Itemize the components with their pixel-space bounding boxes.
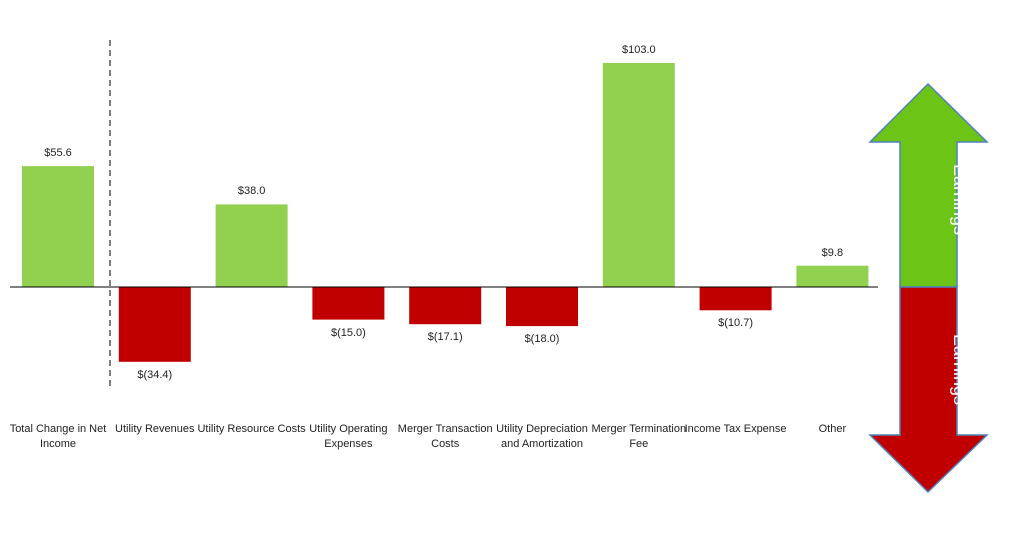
value-label-4: $(17.1) — [427, 331, 463, 344]
bar-1 — [118, 287, 191, 362]
bar-8 — [796, 265, 869, 287]
bar-2 — [215, 204, 288, 287]
category-label-5: Utility Depreciation and Amortization — [496, 423, 588, 450]
increase-arrow-label: Increase to Earnings — [950, 155, 992, 245]
bar-7 — [699, 287, 772, 311]
bar-4 — [409, 287, 482, 325]
value-label-5: $(18.0) — [524, 333, 560, 346]
decrease-arrow — [868, 286, 989, 494]
category-label-3: Utility Operating Expenses — [309, 423, 388, 450]
value-label-3: $(15.0) — [330, 326, 366, 339]
bar-6 — [602, 63, 675, 287]
category-label-7: Income Tax Expense — [684, 423, 787, 435]
value-label-7: $(10.7) — [718, 317, 754, 330]
decrease-arrow-label: Decrease to Earnings — [950, 321, 992, 419]
value-label-1: $(34.4) — [137, 368, 173, 381]
category-label-6: Merger Termination Fee — [591, 423, 687, 450]
value-label-0: $55.6 — [44, 147, 72, 160]
value-label-6: $103.0 — [621, 44, 656, 56]
category-label-1: Utility Revenues — [115, 423, 195, 435]
bars-group — [22, 63, 869, 362]
value-label-8: $9.8 — [821, 246, 844, 259]
value-label-2: $38.0 — [237, 185, 266, 198]
category-label-4: Merger Transaction Costs — [397, 423, 493, 450]
bar-5 — [506, 287, 578, 327]
category-label-0: Total Change in Net Income — [9, 423, 107, 450]
bar-3 — [312, 287, 385, 320]
category-label-2: Utility Resource Costs — [197, 423, 306, 435]
category-label-8: Other — [818, 423, 847, 435]
bar-0 — [22, 166, 94, 287]
